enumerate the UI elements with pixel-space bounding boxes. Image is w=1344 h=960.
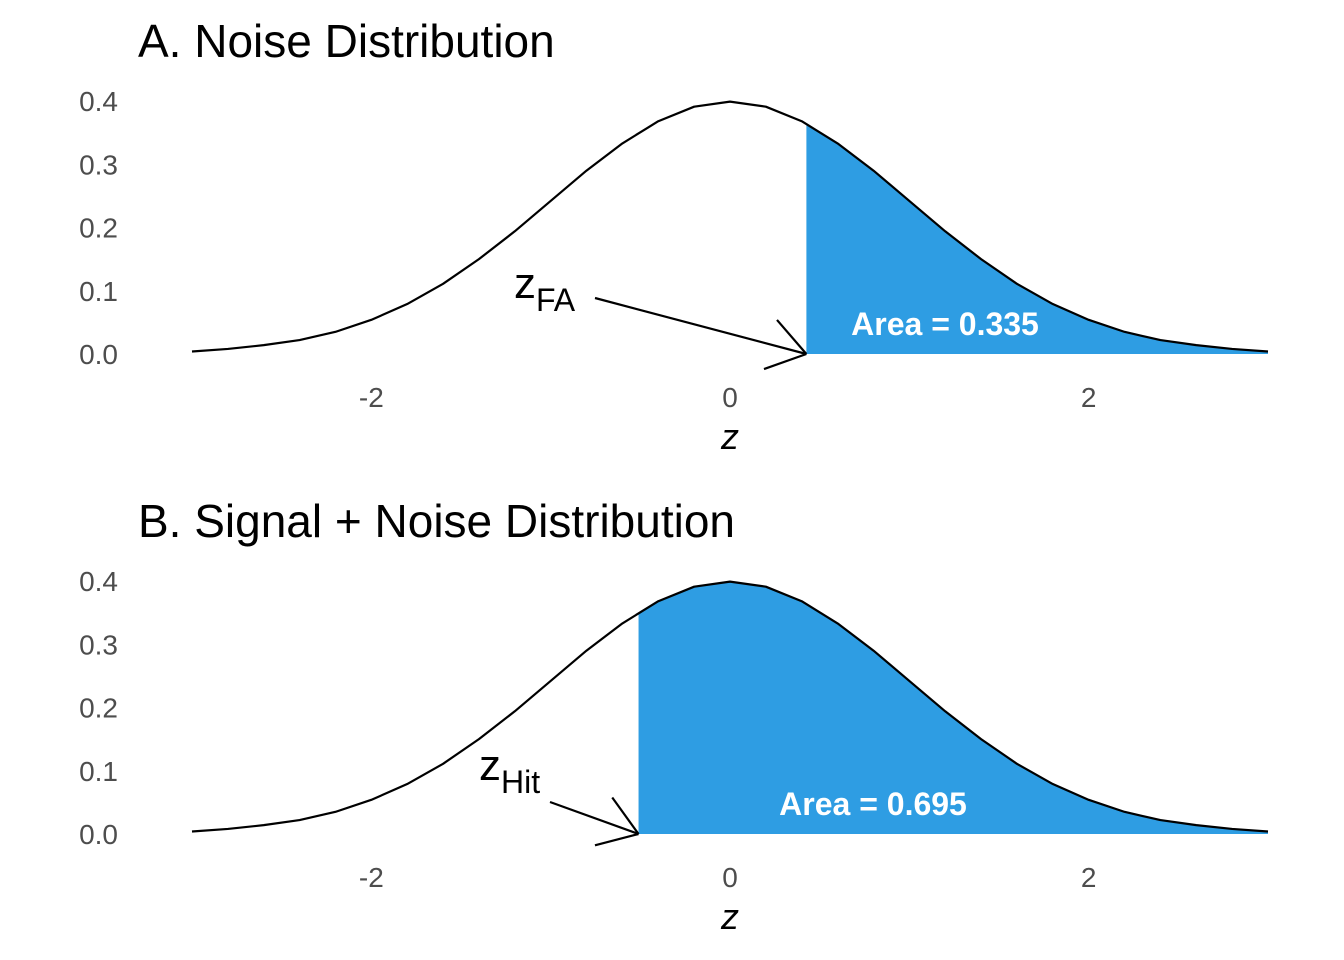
arrow-head [611, 796, 640, 835]
y-tick-label: 0.3 [79, 149, 118, 180]
arrow-shaft [594, 296, 807, 356]
arrow-head [594, 832, 639, 847]
y-tick-label: 0.2 [79, 693, 118, 724]
shaded-area [806, 124, 1268, 354]
x-tick-label: -2 [359, 382, 384, 413]
density-curve [191, 580, 1269, 833]
density-curve [191, 100, 1269, 353]
annotation-subscript: FA [536, 282, 576, 318]
y-tick-label: 0.4 [79, 566, 118, 597]
panel-title: A. Noise Distribution [138, 15, 555, 67]
y-tick-label: 0.1 [79, 756, 118, 787]
x-axis-label: z [720, 896, 739, 937]
annotation: zFA [514, 259, 576, 318]
panel-title: B. Signal + Noise Distribution [138, 495, 735, 547]
y-tick-label: 0.0 [79, 339, 118, 370]
x-tick-label: 0 [722, 862, 738, 893]
area-label: Area = 0.695 [779, 786, 967, 822]
x-tick-label: 2 [1081, 862, 1097, 893]
y-tick-label: 0.2 [79, 213, 118, 244]
x-tick-label: 2 [1081, 382, 1097, 413]
arrow-head [776, 319, 808, 355]
annotation-subscript: Hit [501, 764, 540, 800]
annotation-symbol: z [479, 741, 501, 790]
annotation-symbol: z [514, 259, 536, 308]
arrow-head [763, 352, 807, 371]
area-label: Area = 0.335 [851, 306, 1039, 342]
x-tick-label: -2 [359, 862, 384, 893]
y-tick-label: 0.4 [79, 86, 118, 117]
y-tick-label: 0.3 [79, 629, 118, 660]
y-tick-label: 0.1 [79, 276, 118, 307]
x-axis-label: z [720, 416, 739, 457]
x-tick-label: 0 [722, 382, 738, 413]
shaded-area [638, 581, 1268, 834]
y-tick-label: 0.0 [79, 819, 118, 850]
annotation: zHit [479, 741, 540, 800]
arrow-shaft [549, 800, 639, 836]
